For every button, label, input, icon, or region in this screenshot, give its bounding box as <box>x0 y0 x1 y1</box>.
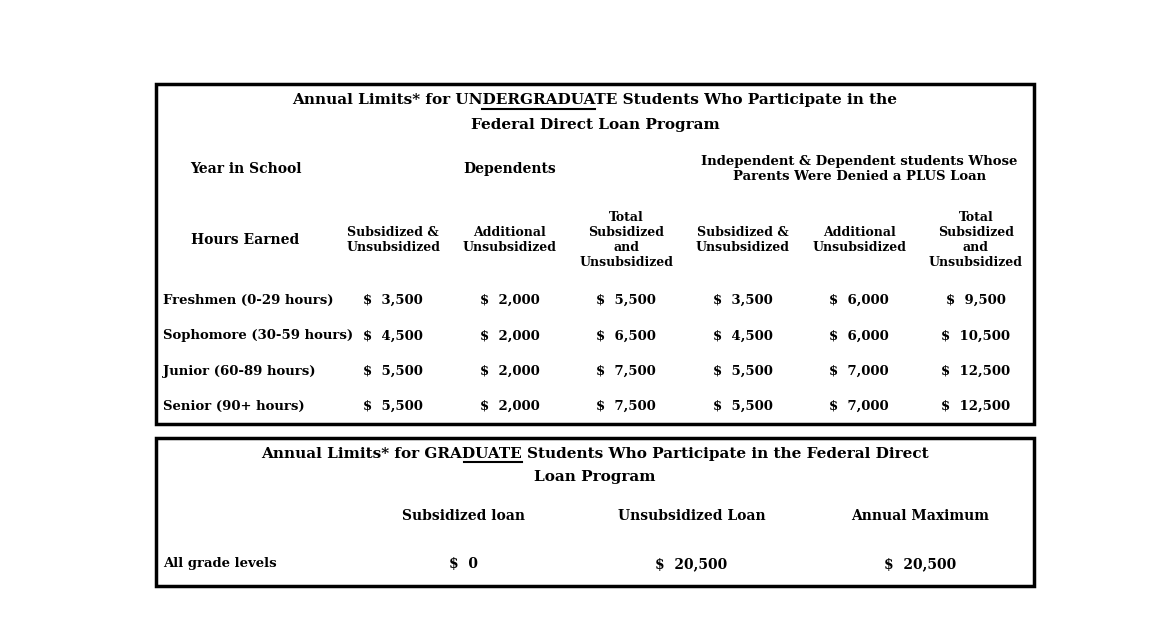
Bar <box>806 541 1034 586</box>
Bar <box>801 197 917 283</box>
Text: $  2,000: $ 2,000 <box>479 365 540 378</box>
Text: $  6,000: $ 6,000 <box>829 294 889 307</box>
Bar <box>917 389 1034 424</box>
Text: Dependents: Dependents <box>463 161 556 175</box>
Bar <box>334 283 452 318</box>
Bar <box>156 490 349 541</box>
Text: $  10,500: $ 10,500 <box>942 329 1010 343</box>
Text: $  12,500: $ 12,500 <box>942 365 1010 378</box>
Text: $  0: $ 0 <box>449 557 478 571</box>
Bar <box>334 353 452 389</box>
Bar <box>917 353 1034 389</box>
Text: $  20,500: $ 20,500 <box>656 557 728 571</box>
Bar <box>685 389 801 424</box>
Bar <box>568 389 685 424</box>
Bar <box>156 389 334 424</box>
Bar <box>568 318 685 353</box>
Text: Unsubsidized Loan: Unsubsidized Loan <box>618 508 765 523</box>
Bar <box>917 318 1034 353</box>
Text: Subsidized &
Unsubsidized: Subsidized & Unsubsidized <box>695 226 789 254</box>
Bar <box>156 283 334 318</box>
Text: Senior (90+ hours): Senior (90+ hours) <box>163 400 304 413</box>
Bar <box>156 84 1034 424</box>
Bar <box>577 490 806 541</box>
Bar <box>156 438 1034 586</box>
Bar <box>156 438 1034 490</box>
Text: $  3,500: $ 3,500 <box>363 294 423 307</box>
Text: $  5,500: $ 5,500 <box>363 400 423 413</box>
Text: Federal Direct Loan Program: Federal Direct Loan Program <box>470 117 720 131</box>
Text: Annual Limits* for UNDERGRADUATE Students Who Participate in the: Annual Limits* for UNDERGRADUATE Student… <box>293 93 897 107</box>
Text: $  9,500: $ 9,500 <box>946 294 1005 307</box>
Text: All grade levels: All grade levels <box>163 558 276 570</box>
Text: $  2,000: $ 2,000 <box>479 294 540 307</box>
Text: $  7,000: $ 7,000 <box>829 365 889 378</box>
Text: $  5,500: $ 5,500 <box>713 365 773 378</box>
Text: $  6,500: $ 6,500 <box>597 329 656 343</box>
Bar <box>685 318 801 353</box>
Bar <box>156 353 334 389</box>
Bar <box>568 197 685 283</box>
Bar <box>334 389 452 424</box>
Text: Additional
Unsubsidized: Additional Unsubsidized <box>813 226 907 254</box>
Text: $  7,000: $ 7,000 <box>829 400 889 413</box>
Bar <box>917 283 1034 318</box>
Bar <box>334 318 452 353</box>
Text: $  6,000: $ 6,000 <box>829 329 889 343</box>
Text: $  4,500: $ 4,500 <box>713 329 773 343</box>
Bar <box>156 140 334 197</box>
Bar <box>452 318 568 353</box>
Text: Additional
Unsubsidized: Additional Unsubsidized <box>463 226 556 254</box>
Bar <box>801 283 917 318</box>
Bar <box>156 541 349 586</box>
Bar <box>452 353 568 389</box>
Text: Total
Subsidized
and
Unsubsidized: Total Subsidized and Unsubsidized <box>579 211 673 269</box>
Bar <box>156 84 1034 140</box>
Bar <box>156 197 334 283</box>
Text: Sophomore (30-59 hours): Sophomore (30-59 hours) <box>163 329 353 343</box>
Bar <box>806 490 1034 541</box>
Text: $  7,500: $ 7,500 <box>597 400 656 413</box>
Text: $  5,500: $ 5,500 <box>597 294 656 307</box>
Bar <box>685 353 801 389</box>
Bar <box>568 353 685 389</box>
Bar <box>685 140 1034 197</box>
Text: Year in School: Year in School <box>189 161 301 175</box>
Bar <box>349 490 577 541</box>
Text: $  2,000: $ 2,000 <box>479 400 540 413</box>
Bar <box>917 197 1034 283</box>
Text: Annual Maximum: Annual Maximum <box>851 508 989 523</box>
Text: $  5,500: $ 5,500 <box>363 365 423 378</box>
Bar <box>156 318 334 353</box>
Bar <box>801 318 917 353</box>
Text: $  7,500: $ 7,500 <box>597 365 656 378</box>
Bar <box>801 389 917 424</box>
Text: $  4,500: $ 4,500 <box>363 329 423 343</box>
Text: $  20,500: $ 20,500 <box>884 557 956 571</box>
Text: Subsidized loan: Subsidized loan <box>402 508 525 523</box>
Text: Independent & Dependent students Whose
Parents Were Denied a PLUS Loan: Independent & Dependent students Whose P… <box>701 154 1017 182</box>
Bar <box>334 197 452 283</box>
Text: $  2,000: $ 2,000 <box>479 329 540 343</box>
Text: Junior (60-89 hours): Junior (60-89 hours) <box>163 365 316 378</box>
Text: $  5,500: $ 5,500 <box>713 400 773 413</box>
Bar <box>349 541 577 586</box>
Text: Annual Limits* for GRADUATE Students Who Participate in the Federal Direct: Annual Limits* for GRADUATE Students Who… <box>261 447 929 461</box>
Bar <box>452 389 568 424</box>
Bar <box>452 197 568 283</box>
Bar <box>685 197 801 283</box>
Text: Subsidized &
Unsubsidized: Subsidized & Unsubsidized <box>346 226 440 254</box>
Bar <box>568 283 685 318</box>
Bar <box>334 140 685 197</box>
Bar <box>452 283 568 318</box>
Text: Freshmen (0-29 hours): Freshmen (0-29 hours) <box>163 294 333 307</box>
Text: Loan Program: Loan Program <box>534 470 656 484</box>
Bar <box>577 541 806 586</box>
Text: Total
Subsidized
and
Unsubsidized: Total Subsidized and Unsubsidized <box>929 211 1023 269</box>
Text: $  12,500: $ 12,500 <box>942 400 1010 413</box>
Text: Hours Earned: Hours Earned <box>192 233 300 247</box>
Bar <box>801 353 917 389</box>
Text: $  3,500: $ 3,500 <box>713 294 772 307</box>
Bar <box>685 283 801 318</box>
